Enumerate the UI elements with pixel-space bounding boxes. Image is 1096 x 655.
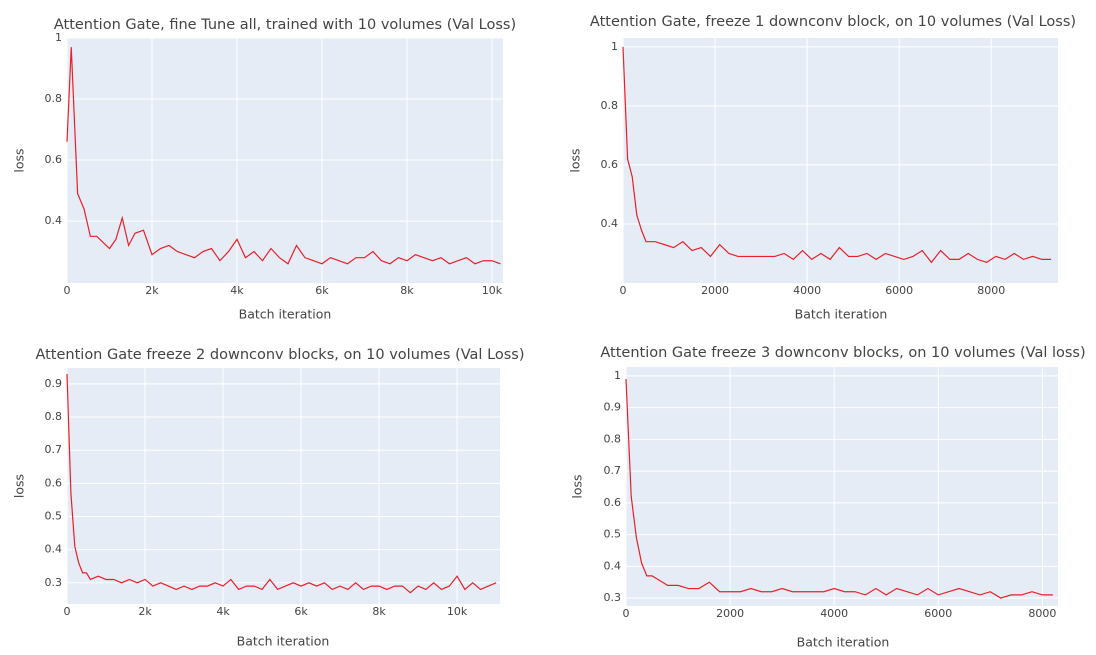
x-axis-title: Batch iteration: [795, 307, 888, 322]
y-tick-label: 0.6: [604, 496, 622, 509]
y-tick-label: 0.5: [45, 509, 63, 522]
y-tick-label: 0.4: [604, 559, 622, 572]
y-tick-label: 0.5: [604, 528, 622, 541]
loss-line: [66, 47, 501, 265]
chart-panel: 0.3 0.4 0.5 0.6 0.7 0.8 0.9 1 0 2000 4000 6000 8000 A…: [570, 345, 1086, 650]
plot-background: [67, 368, 500, 604]
y-tick-label: 0.7: [604, 464, 622, 477]
x-tick-label: 4k: [230, 284, 244, 297]
y-tick-label: 0.4: [601, 217, 619, 230]
chart-title: Attention Gate freeze 3 downconv blocks,…: [600, 345, 1085, 361]
y-tick-label: 0.6: [45, 476, 63, 489]
y-tick-label: 0.4: [45, 214, 63, 227]
x-tick-label: 8000: [977, 284, 1005, 297]
y-tick-label: 1: [55, 31, 62, 44]
y-tick-label: 0.8: [45, 410, 63, 423]
x-tick-label: 4k: [216, 605, 230, 618]
x-tick-label: 0: [64, 284, 71, 297]
y-axis-title: loss: [12, 474, 27, 498]
y-tick-label: 0.3: [45, 576, 63, 589]
x-tick-label: 2000: [716, 607, 744, 620]
x-tick-label: 4000: [820, 607, 848, 620]
x-tick-label: 8k: [372, 605, 386, 618]
x-axis-title: Batch iteration: [237, 634, 330, 649]
x-tick-label: 0: [64, 605, 71, 618]
y-axis-title: loss: [12, 148, 27, 172]
x-tick-label: 10k: [447, 605, 468, 618]
x-tick-label: 0: [620, 284, 627, 297]
x-tick-label: 6000: [885, 284, 913, 297]
x-tick-label: 4000: [793, 284, 821, 297]
plot-background: [623, 38, 1058, 283]
x-tick-label: 2k: [145, 284, 159, 297]
chart-panel: 0.4 0.6 0.8 1 0 2k 4k 6k 8k 10k Attention Gate, fi…: [12, 17, 517, 322]
loss-line: [622, 46, 1052, 264]
chart-panel: 0.4 0.6 0.8 1 0 2000 4000 6000 8000 Attention Gat…: [568, 14, 1077, 322]
y-tick-label: 0.3: [604, 591, 622, 604]
loss-line: [625, 379, 1053, 599]
y-tick-label: 0.6: [601, 158, 619, 171]
x-tick-label: 8k: [400, 284, 414, 297]
x-axis-title: Batch iteration: [797, 635, 890, 650]
y-tick-label: 0.9: [45, 377, 63, 390]
x-tick-label: 6000: [924, 607, 952, 620]
y-tick-label: 0.8: [45, 92, 63, 105]
y-axis-title: loss: [570, 474, 585, 498]
y-tick-label: 0.4: [45, 543, 63, 556]
plot-background: [626, 367, 1058, 606]
x-tick-label: 6k: [315, 284, 329, 297]
chart-title: Attention Gate, fine Tune all, trained w…: [54, 17, 516, 33]
y-axis-title: loss: [568, 148, 583, 172]
x-tick-label: 8000: [1028, 607, 1056, 620]
chart-panel: 0.3 0.4 0.5 0.6 0.7 0.8 0.9 0 2k 4k 6k 8k 10k Attenti…: [12, 347, 525, 649]
x-tick-label: 0: [623, 607, 630, 620]
chart-title: Attention Gate, freeze 1 downconv block,…: [590, 14, 1076, 30]
y-tick-label: 1: [611, 40, 618, 53]
chart-title: Attention Gate freeze 2 downconv blocks,…: [35, 347, 524, 363]
x-tick-label: 6k: [294, 605, 308, 618]
y-tick-label: 0.8: [604, 432, 622, 445]
x-tick-label: 2000: [701, 284, 729, 297]
x-tick-label: 10k: [482, 284, 503, 297]
y-tick-label: 0.8: [601, 99, 619, 112]
y-tick-label: 0.9: [604, 401, 622, 414]
y-tick-label: 1: [614, 369, 621, 382]
loss-line: [66, 373, 497, 594]
y-tick-label: 0.6: [45, 153, 63, 166]
x-axis-title: Batch iteration: [239, 307, 332, 322]
y-tick-label: 0.7: [45, 443, 63, 456]
x-tick-label: 2k: [138, 605, 152, 618]
